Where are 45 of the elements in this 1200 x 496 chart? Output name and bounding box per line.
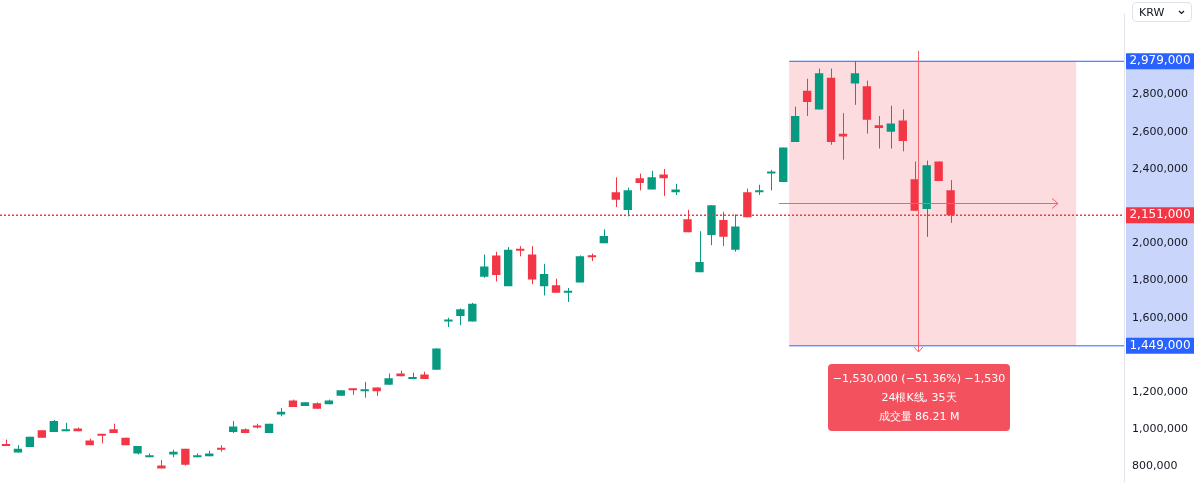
candlestick [886, 105, 896, 149]
candlestick [635, 173, 644, 191]
candlestick [13, 444, 23, 454]
candlestick [551, 278, 561, 294]
candlestick [97, 433, 106, 444]
candlestick [874, 115, 884, 149]
candlestick [73, 426, 82, 432]
ref-line-label: 1,449,000 [1129, 337, 1191, 352]
candlestick [240, 427, 250, 434]
candlestick [432, 347, 441, 371]
candlestick [181, 448, 190, 467]
candlestick [121, 437, 130, 446]
annotation: 24根K线, 35天 [880, 390, 958, 406]
candlestick [611, 176, 620, 208]
candlestick [300, 401, 310, 407]
y-tick-label: 2,000,000 [1132, 236, 1188, 250]
candlestick [934, 161, 943, 182]
annotation: 成交量 86.21 M [877, 409, 961, 425]
candlestick [420, 371, 429, 380]
candlestick [456, 307, 465, 326]
candlestick [372, 386, 381, 397]
candlestick [384, 373, 393, 386]
candlestick [133, 445, 142, 455]
y-tick-label: 2,600,000 [1132, 124, 1188, 138]
candlestick [109, 423, 118, 434]
annotation: −1,530,000 (−51.36%) −1,530 [831, 371, 1007, 387]
candlestick [695, 230, 704, 273]
y-tick-label: 1,800,000 [1132, 273, 1188, 287]
y-tick-label: 800,000 [1132, 459, 1178, 473]
candlestick [671, 183, 680, 196]
y-tick-label: 1,200,000 [1132, 384, 1188, 398]
y-tick-label: 2,800,000 [1132, 87, 1188, 101]
ref-line-label: 2,151,000 [1129, 207, 1191, 222]
ref-line-label: 2,979,000 [1129, 53, 1191, 68]
candlestick [707, 204, 716, 246]
candlestick [647, 170, 656, 190]
y-tick-label: 2,400,000 [1132, 161, 1188, 175]
y-tick-label: 1,600,000 [1132, 310, 1188, 324]
candlestick [264, 423, 274, 434]
candlestick [37, 429, 47, 439]
y-axis-title: KRW [1139, 5, 1165, 19]
candlestick [444, 317, 453, 328]
candlestick [731, 214, 740, 253]
candlestick [468, 302, 477, 322]
y-tick-label: 1,000,000 [1132, 422, 1188, 436]
